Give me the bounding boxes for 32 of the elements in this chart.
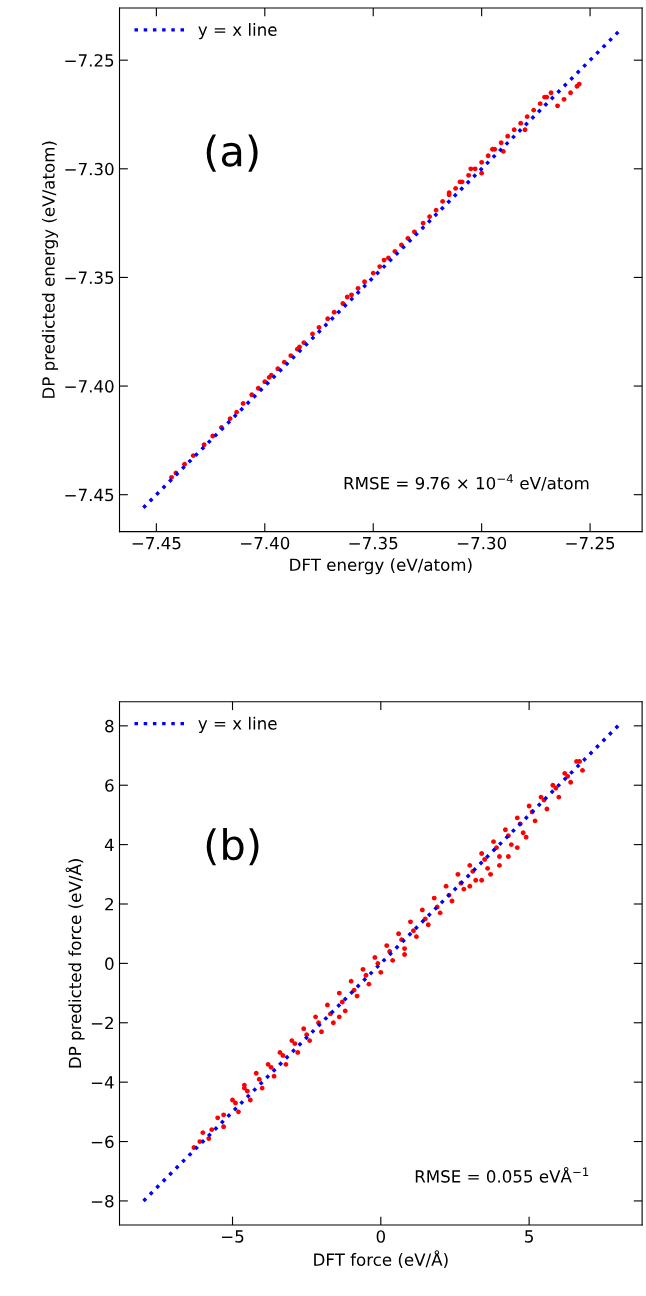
- x-tick-label: −7.40: [241, 536, 290, 550]
- annotation: (b): [206, 828, 259, 866]
- annotation: (a): [206, 134, 258, 172]
- y-tick-label: −7.35: [65, 271, 114, 284]
- x-axis-title: DFT force (eV/Å): [314, 1250, 448, 1268]
- legend-label: y = x line: [198, 23, 277, 40]
- y-tick-label: −6: [91, 1135, 114, 1149]
- x-tick-label: −7.35: [349, 536, 398, 550]
- x-tick-label: 5: [525, 1230, 533, 1243]
- x-tick-label: 0: [376, 1230, 386, 1243]
- y-tick-label: 6: [105, 779, 114, 792]
- y-tick-label: −8: [91, 1194, 114, 1208]
- y-tick-label: −7.25: [65, 54, 114, 67]
- y-tick-label: 2: [105, 897, 113, 911]
- x-tick-label: −7.25: [566, 536, 615, 550]
- y-tick-label: −7.40: [65, 380, 114, 393]
- y-tick-label: 8: [105, 719, 114, 733]
- annotation: RMSE = 9.76 × 10$^{−4}$ eV/atom: [344, 474, 589, 491]
- y-tick-label: 0: [105, 957, 114, 970]
- x-tick-label: −7.30: [457, 536, 507, 550]
- y-axis-title: DP predicted energy (eV/atom): [41, 141, 59, 398]
- y-tick-label: −7.45: [65, 488, 114, 502]
- y-tick-label: 4: [104, 838, 114, 851]
- y-tick-label: −7.30: [65, 162, 114, 176]
- x-axis-title: DFT energy (eV/atom): [290, 558, 472, 575]
- legend-label: y = x line: [198, 716, 277, 733]
- x-tick-label: −5: [222, 1230, 244, 1243]
- y-axis-title: DP predicted force (eV/Å): [65, 859, 85, 1068]
- y-tick-label: −2: [91, 1016, 113, 1030]
- annotation: RMSE = 0.055 eVÅ$^{−1}$: [415, 1166, 589, 1183]
- x-tick-label: −7.45: [132, 536, 181, 550]
- y-tick-label: −4: [91, 1076, 114, 1089]
